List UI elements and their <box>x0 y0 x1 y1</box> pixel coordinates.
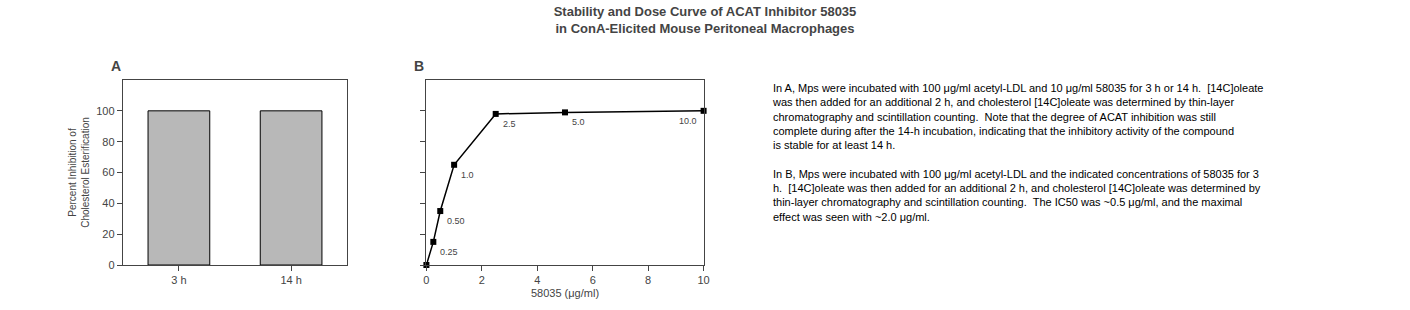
svg-text:Stability and Dose Curve of AC: Stability and Dose Curve of ACAT Inhibit… <box>554 4 857 36</box>
svg-text:10.0: 10.0 <box>679 116 697 126</box>
svg-text:0.25: 0.25 <box>440 247 458 257</box>
svg-text:B: B <box>414 58 424 74</box>
svg-text:Percent Inhibition ofCholester: Percent Inhibition ofCholesterol Esterif… <box>67 117 91 228</box>
svg-text:In A, Mps were incubated with: In A, Mps were incubated with 100 μg/ml … <box>772 82 1263 223</box>
svg-text:2.5: 2.5 <box>503 119 516 129</box>
svg-text:100: 100 <box>96 105 114 117</box>
svg-text:58035 (μg/ml): 58035 (μg/ml) <box>531 287 599 299</box>
svg-text:0: 0 <box>423 274 429 286</box>
svg-text:6: 6 <box>590 274 596 286</box>
svg-text:4: 4 <box>534 274 540 286</box>
svg-text:60: 60 <box>102 166 114 178</box>
svg-text:5.0: 5.0 <box>572 117 585 127</box>
svg-text:0.50: 0.50 <box>447 216 465 226</box>
svg-text:8: 8 <box>645 274 651 286</box>
svg-text:80: 80 <box>102 136 114 148</box>
svg-text:A: A <box>111 58 121 74</box>
svg-text:1.0: 1.0 <box>461 170 474 180</box>
svg-text:3 h: 3 h <box>171 274 186 286</box>
svg-text:2: 2 <box>479 274 485 286</box>
svg-text:14 h: 14 h <box>280 274 301 286</box>
svg-text:40: 40 <box>102 197 114 209</box>
svg-text:10: 10 <box>697 274 709 286</box>
svg-text:0: 0 <box>108 259 114 271</box>
svg-text:20: 20 <box>102 228 114 240</box>
